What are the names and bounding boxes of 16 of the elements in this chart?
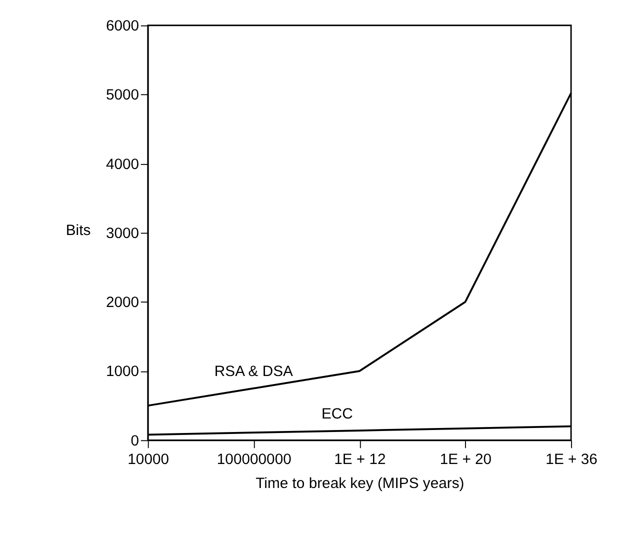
y-tick-label: 2000 (106, 295, 140, 312)
y-tick-label: 0 (130, 433, 140, 450)
x-tick-label: 100000000 (216, 452, 292, 468)
y-tick-label: 6000 (106, 18, 140, 34)
x-tick-label: 10000 (128, 452, 170, 468)
y-tick-label: 5000 (106, 88, 140, 104)
x-tick-label: 1E + 36 (546, 452, 598, 468)
y-tick-label: 4000 (106, 156, 140, 173)
x-tick-label: 1E + 20 (440, 452, 492, 468)
x-axis-title: Time to break key (MIPS years) (256, 476, 464, 492)
y-tick-label: 3000 (106, 226, 140, 242)
series-label: ECC (321, 406, 354, 422)
y-axis-title: Bits (66, 223, 91, 240)
y-tick-label: 1000 (106, 364, 140, 380)
series-label: RSA & DSA (214, 364, 294, 380)
x-tick-label: 1E + 12 (334, 452, 386, 468)
